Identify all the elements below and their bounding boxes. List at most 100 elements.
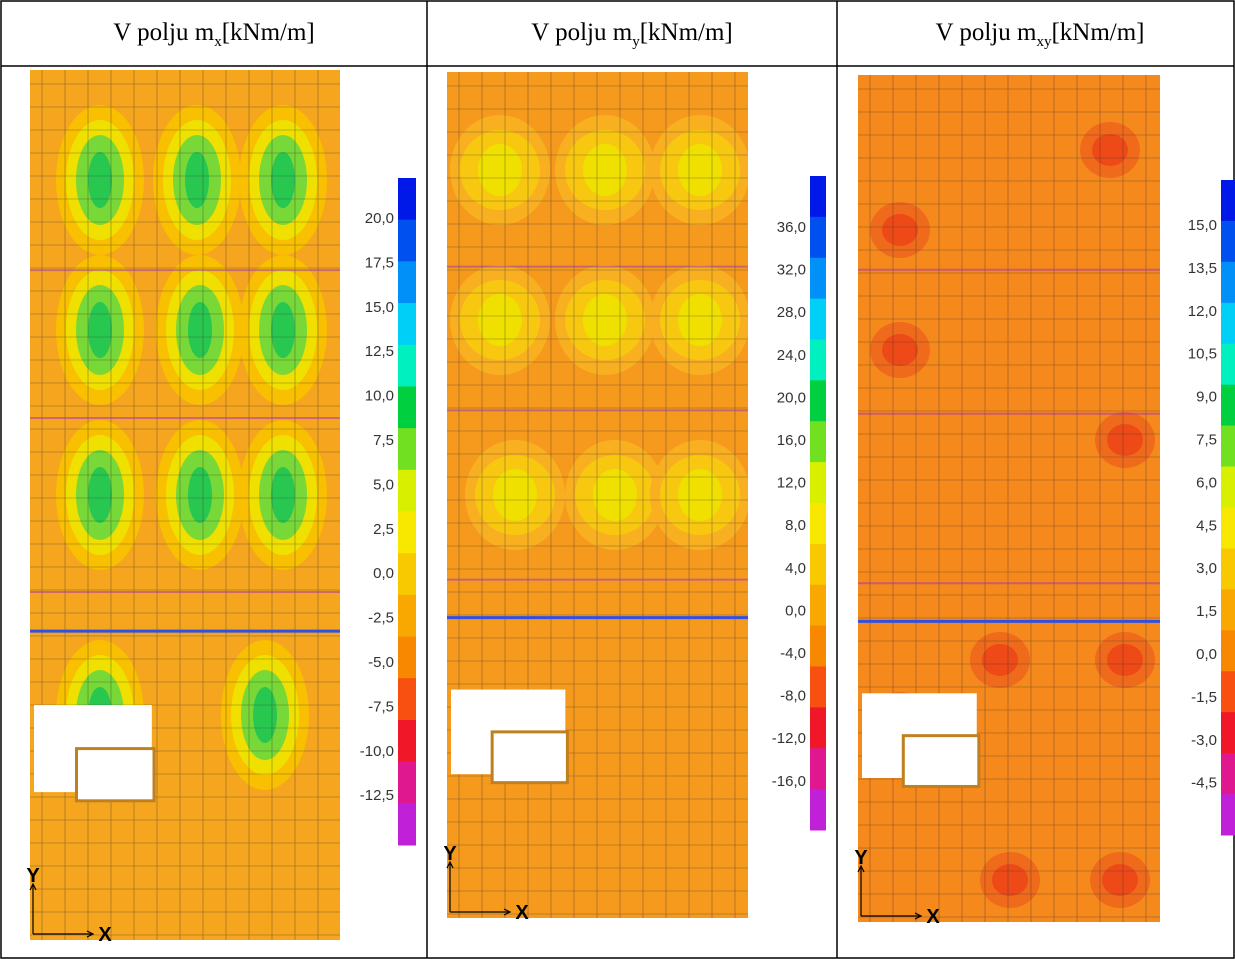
colorbar-segment — [810, 585, 826, 626]
header-text: V polju m — [936, 19, 1037, 46]
contour-region — [88, 302, 112, 358]
colorbar-segment — [398, 303, 416, 345]
colorbar-segment — [810, 544, 826, 585]
contour-region — [271, 302, 295, 358]
legend-label: 6,0 — [1196, 474, 1217, 491]
legend-label: 0,0 — [1196, 646, 1217, 663]
contour-region — [271, 467, 295, 523]
legend-label: -3,0 — [1191, 732, 1217, 749]
legend-label: 4,0 — [785, 560, 806, 577]
colorbar-segment — [398, 512, 416, 554]
colorbar-segment — [1221, 426, 1235, 467]
header-unit: [kNm/m] — [222, 19, 315, 46]
contour-region — [882, 214, 918, 246]
colorbar-segment — [810, 176, 826, 217]
colorbar-segment — [810, 340, 826, 381]
colorbar-segment — [810, 299, 826, 340]
header-subscript: xy — [1036, 34, 1052, 50]
contour-region — [1092, 134, 1128, 166]
legend-label: 8,0 — [785, 517, 806, 534]
legend-label: -16,0 — [772, 773, 806, 790]
legend-label: 12,5 — [365, 343, 394, 360]
colorbar-segment — [1221, 385, 1235, 426]
contour-region — [678, 144, 722, 196]
legend-label: -7,5 — [368, 698, 394, 715]
header-text: V polju m — [531, 19, 632, 46]
legend-label: 24,0 — [777, 347, 806, 364]
contour-plot — [447, 72, 750, 918]
axis-label-x: X — [98, 924, 112, 946]
column-header: V polju my[kNm/m] — [531, 19, 733, 50]
legend-label: -1,5 — [1191, 689, 1217, 706]
opening-frame — [903, 736, 979, 787]
colorbar-segment — [810, 748, 826, 789]
legend-label: 3,0 — [1196, 560, 1217, 577]
legend-label: 10,0 — [365, 388, 394, 405]
legend-label: 36,0 — [777, 219, 806, 236]
column-header: V polju mxy[kNm/m] — [936, 19, 1145, 50]
colorbar-segment — [810, 380, 826, 421]
colorbar-segment — [810, 258, 826, 299]
colorbar-segment — [398, 803, 416, 845]
colorbar-segment — [1221, 262, 1235, 303]
legend-label: 20,0 — [777, 389, 806, 406]
colorbar-segment — [1221, 221, 1235, 262]
contour-region — [992, 864, 1028, 896]
colorbar-segment — [1221, 467, 1235, 508]
colorbar-segment — [398, 762, 416, 804]
colorbar-segment — [1221, 303, 1235, 344]
contour-region — [478, 144, 522, 196]
legend-label: 15,0 — [1188, 217, 1217, 234]
colorbar-segment — [398, 261, 416, 303]
panel: V polju my[kNm/m]YX36,032,028,024,020,01… — [443, 19, 826, 924]
panel: V polju mx[kNm/m]YX20,017,515,012,510,07… — [26, 19, 416, 946]
opening-frame — [492, 732, 567, 783]
contour-region — [1107, 644, 1143, 676]
legend-label: 15,0 — [365, 299, 394, 316]
contour-region — [188, 302, 212, 358]
contour-region — [583, 294, 627, 346]
legend-label: 4,5 — [1196, 517, 1217, 534]
colorbar-segment — [398, 553, 416, 595]
colorbar-segment — [398, 595, 416, 637]
legend-label: -4,5 — [1191, 775, 1217, 792]
colorbar-segment — [1221, 794, 1235, 835]
legend-label: 2,5 — [373, 521, 394, 538]
legend-label: 10,5 — [1188, 346, 1217, 363]
colorbar-segment — [810, 707, 826, 748]
legend-label: 16,0 — [777, 432, 806, 449]
contour-region — [478, 294, 522, 346]
legend-label: 9,0 — [1196, 389, 1217, 406]
axis-label-x: X — [515, 902, 529, 924]
contour-region — [882, 334, 918, 366]
colorbar-segment — [810, 503, 826, 544]
legend-label: -5,0 — [368, 654, 394, 671]
colorbar-segment — [1221, 180, 1235, 221]
legend-label: 7,5 — [373, 432, 394, 449]
colorbar-segment — [810, 667, 826, 708]
colorbar-segment — [1221, 508, 1235, 549]
colorbar-segment — [1221, 753, 1235, 794]
legend-label: 17,5 — [365, 254, 394, 271]
legend-label: 0,0 — [785, 602, 806, 619]
figure-table: V polju mx[kNm/m]YX20,017,515,012,510,07… — [0, 0, 1235, 959]
colorbar-segment — [398, 678, 416, 720]
colorbar-segment — [398, 720, 416, 762]
legend-label: 12,0 — [777, 475, 806, 492]
panel: V polju mxy[kNm/m]YX15,013,512,010,59,07… — [854, 19, 1235, 928]
legend-label: 13,5 — [1188, 260, 1217, 277]
legend-label: 20,0 — [365, 210, 394, 227]
colorbar-segment — [810, 462, 826, 503]
colorbar-segment — [398, 220, 416, 262]
colorbar-segment — [398, 637, 416, 679]
legend-label: 1,5 — [1196, 603, 1217, 620]
contour-region — [253, 687, 277, 743]
legend-label: 0,0 — [373, 565, 394, 582]
colorbar-segment — [398, 178, 416, 220]
legend-label: -12,0 — [772, 730, 806, 747]
colorbar-segment — [810, 789, 826, 830]
legend-label: -4,0 — [780, 645, 806, 662]
contour-plot — [30, 70, 340, 940]
colorbar-segment — [398, 428, 416, 470]
contour-region — [1102, 864, 1138, 896]
